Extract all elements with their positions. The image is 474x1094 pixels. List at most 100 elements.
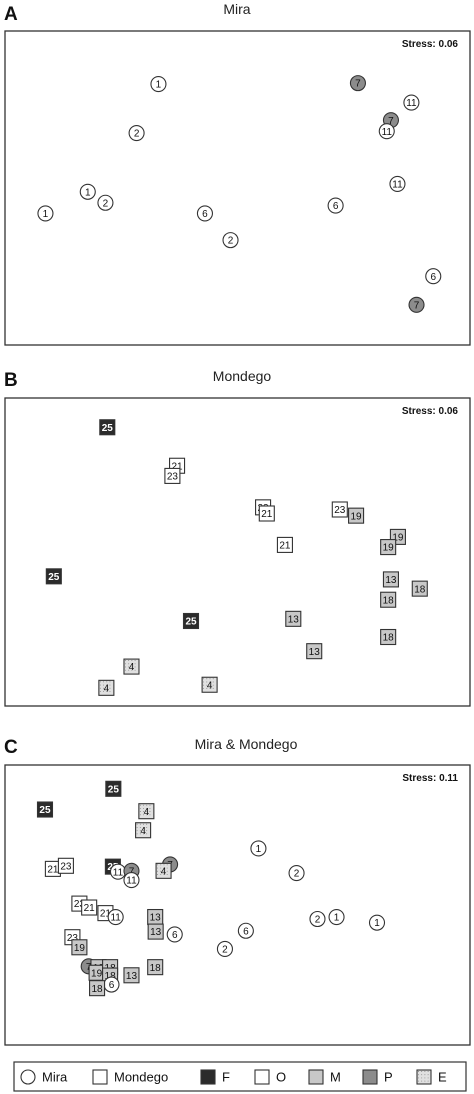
point-marker-texture [109, 684, 111, 686]
point-label: 6 [243, 926, 249, 937]
point-marker-texture [143, 811, 145, 813]
point-marker-circle [196, 205, 213, 222]
data-point: 13 [147, 923, 164, 940]
point-marker-circle [309, 910, 326, 928]
data-point: 13 [285, 610, 302, 627]
legend-marker-square [308, 1069, 324, 1085]
point-label: 2 [315, 915, 321, 926]
data-point: 13 [306, 643, 323, 660]
point-label: 1 [256, 844, 262, 855]
data-point: 2 [216, 940, 233, 958]
point-label: 2 [228, 236, 234, 247]
point-marker-texture [212, 687, 214, 689]
point-marker-texture [139, 811, 141, 813]
point-marker-texture [136, 826, 138, 828]
point-marker-circle [425, 268, 442, 285]
point-marker-texture [128, 660, 130, 662]
legend-marker-square [200, 1069, 216, 1085]
point-label: 18 [150, 963, 162, 974]
panel-c-title: Mira & Mondego [195, 736, 298, 752]
point-marker-square [147, 923, 164, 940]
point-label: 7 [414, 300, 420, 311]
point-marker-texture [106, 690, 108, 692]
point-marker-circle [123, 872, 140, 889]
legend-label: F [222, 1070, 230, 1085]
point-label: 11 [126, 876, 137, 887]
point-marker-texture [212, 678, 214, 680]
point-marker-texture [136, 830, 138, 832]
panel-c-frame [4, 764, 471, 1046]
point-label: 18 [414, 584, 426, 595]
point-marker-circle [37, 205, 54, 222]
point-label: 21 [84, 903, 96, 914]
point-marker-square [411, 580, 428, 597]
data-point: 23 [164, 467, 181, 484]
panel-a-frame [4, 30, 471, 346]
point-marker-texture [146, 814, 148, 816]
point-marker-square [276, 536, 293, 553]
point-label: 1 [85, 187, 91, 198]
legend-label: O [276, 1070, 286, 1085]
point-label: 25 [39, 805, 51, 816]
point-label: 13 [385, 575, 397, 586]
point-label: 25 [102, 423, 114, 434]
point-marker-texture [203, 681, 205, 683]
data-point: 7 [349, 75, 366, 92]
data-point: 25 [99, 419, 116, 436]
data-point: 11 [107, 908, 124, 926]
point-marker-square [36, 801, 54, 818]
point-marker-texture [163, 873, 165, 875]
point-marker-texture [139, 807, 141, 809]
legend-items: Mira Mondego F O M P E [20, 1069, 447, 1085]
data-point: 2 [288, 865, 305, 882]
point-label: 2 [222, 945, 228, 956]
legend-marker-texture [421, 1071, 423, 1072]
point-marker-texture [134, 660, 136, 662]
point-label: 11 [382, 127, 393, 138]
point-label: 2 [134, 129, 140, 140]
point-marker-texture [160, 867, 162, 869]
point-label: 7 [355, 79, 361, 90]
point-label: 23 [167, 472, 179, 483]
data-point: 19 [88, 964, 105, 981]
point-marker-circle [150, 76, 167, 93]
point-marker-texture [128, 663, 130, 665]
panel-c-letter: C [4, 737, 18, 758]
data-point: 21 [276, 536, 293, 553]
point-marker-square [380, 628, 397, 646]
point-marker-texture [125, 663, 126, 665]
legend-marker-texture [418, 1077, 419, 1079]
data-point: 25 [45, 568, 62, 585]
point-label: 19 [392, 533, 404, 544]
panel-b-stress: Stress: 0.06 [402, 406, 459, 417]
point-label: 19 [383, 543, 395, 554]
point-label: 23 [74, 899, 86, 910]
point-marker-texture [157, 870, 159, 872]
data-point: 11 [109, 863, 127, 880]
point-marker-texture [160, 873, 162, 875]
point-marker-circle [237, 922, 254, 939]
point-label: 25 [185, 617, 197, 628]
data-point: 4 [123, 658, 140, 675]
point-marker-texture [134, 663, 136, 665]
data-point: 6 [425, 268, 442, 285]
legend-marker-texture [424, 1071, 426, 1072]
data-point: 2 [309, 910, 326, 928]
point-marker-texture [143, 826, 144, 828]
data-point: 6 [327, 197, 344, 214]
point-marker-texture [146, 811, 148, 813]
point-marker-texture [209, 678, 211, 680]
point-marker-texture [131, 666, 133, 668]
point-label: 6 [172, 930, 178, 941]
data-point: 25 [105, 780, 122, 797]
point-marker-circle [128, 125, 145, 142]
data-point: 6 [196, 205, 213, 222]
point-label: 18 [383, 633, 395, 644]
point-marker-texture [203, 687, 205, 689]
point-marker-texture [125, 660, 126, 662]
data-point: 1 [37, 205, 54, 222]
legend-marker-texture [427, 1074, 429, 1076]
point-marker-circle [389, 175, 406, 192]
point-marker-texture [99, 684, 101, 686]
